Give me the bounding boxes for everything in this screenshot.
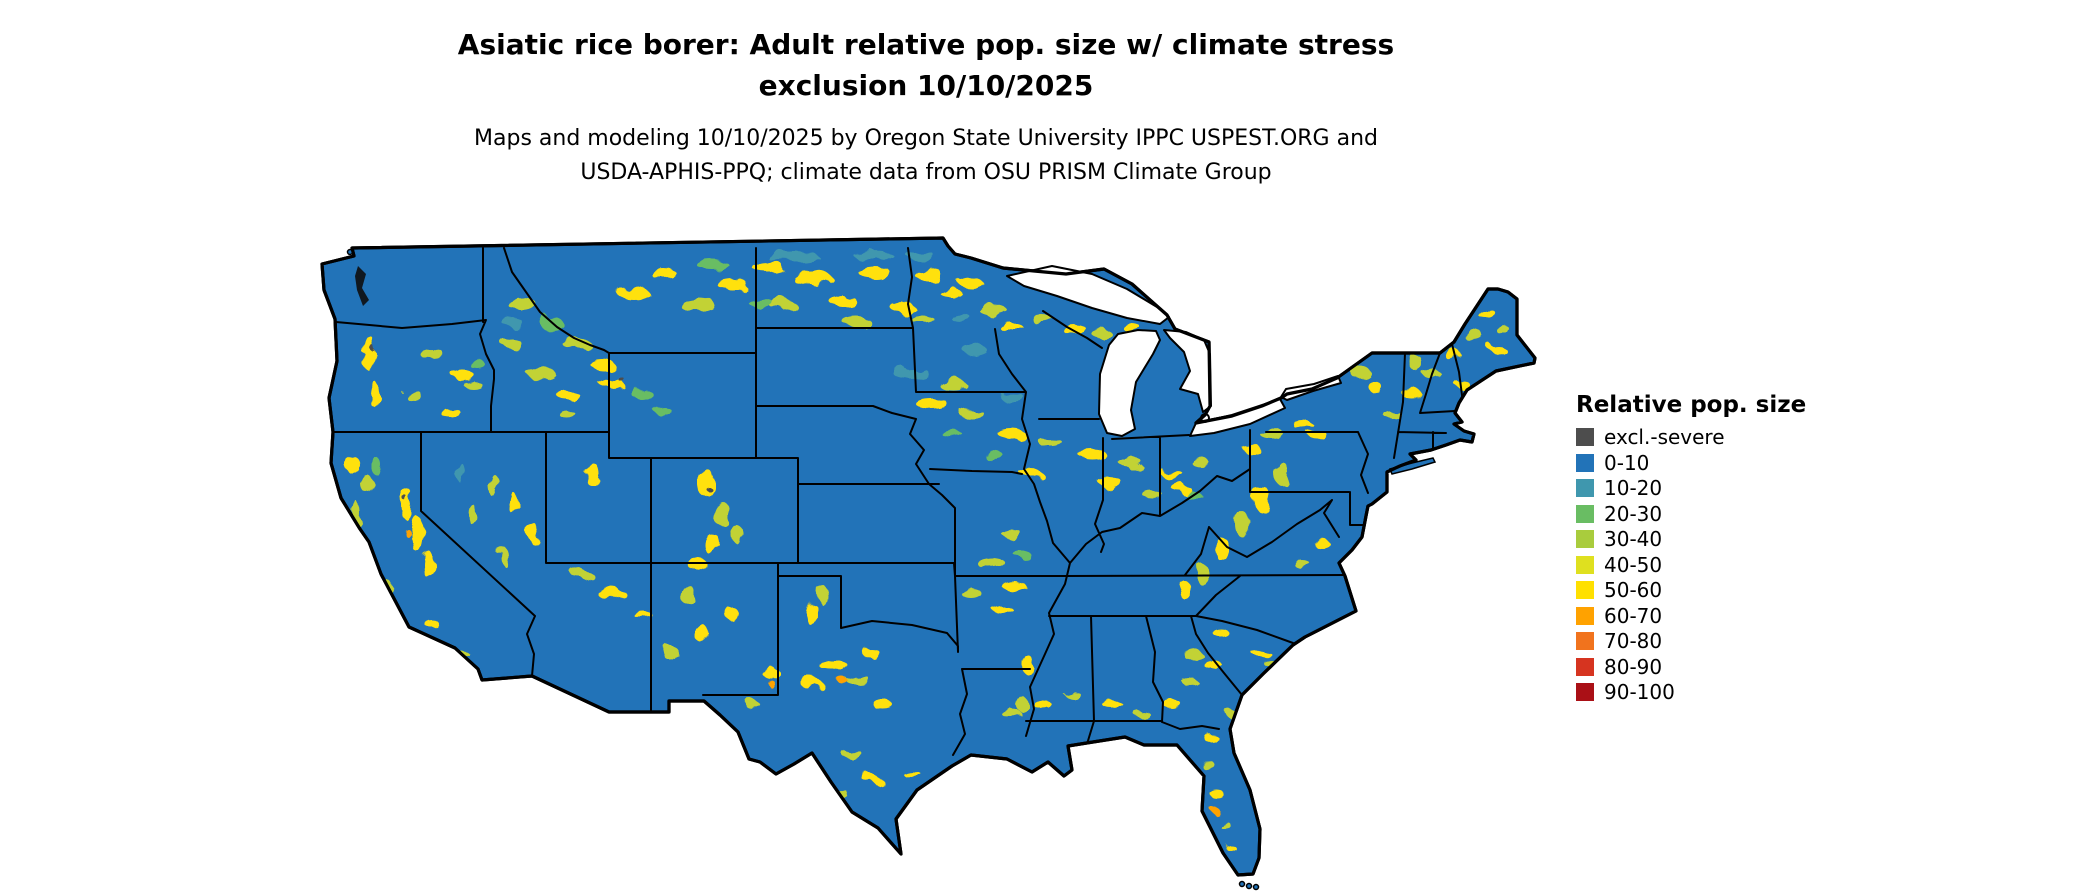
legend-item: 90-100 — [1576, 680, 1806, 704]
legend-label: 70-80 — [1604, 629, 1663, 653]
state-borders — [332, 247, 1464, 756]
legend-swatch — [1576, 555, 1594, 574]
page-title: Asiatic rice borer: Adult relative pop. … — [0, 24, 1852, 106]
population-speckle-layer — [345, 250, 1509, 852]
legend-item: 0-10 — [1576, 450, 1806, 475]
legend-item: excl.-severe — [1576, 425, 1806, 449]
legend-swatch — [1576, 530, 1594, 548]
legend-label: excl.-severe — [1604, 425, 1725, 449]
legend-label: 30-40 — [1604, 527, 1663, 551]
legend-swatch — [1576, 632, 1594, 650]
legend-swatch — [1576, 581, 1594, 599]
pop-40-60-speckles — [345, 258, 1505, 852]
legend-title: Relative pop. size — [1576, 392, 1807, 418]
legend-label: 90-100 — [1604, 680, 1675, 704]
legend-label: 60-70 — [1604, 603, 1663, 628]
legend-label: 10-20 — [1604, 476, 1663, 500]
pop-60-70-speckles — [404, 528, 1221, 815]
legend-item: 70-80 — [1576, 629, 1806, 653]
page-subtitle-line2: USDA-APHIS-PPQ; climate data from OSU PR… — [580, 160, 1272, 185]
lake-michigan — [1098, 329, 1161, 437]
legend-swatch — [1576, 479, 1594, 497]
legend-swatch — [1576, 683, 1594, 701]
legend-swatch — [1576, 606, 1594, 625]
us-map-svg — [320, 236, 1537, 891]
legend-items: excl.-severe 0-10 10-20 20-30 30-40 40-50 50-6… — [1576, 425, 1806, 704]
legend-swatch — [1576, 453, 1594, 472]
legend-label: 0-10 — [1604, 450, 1650, 475]
page-title-line2: exclusion 10/10/2025 — [758, 69, 1094, 102]
page-subtitle: Maps and modeling 10/10/2025 by Oregon S… — [0, 122, 1852, 190]
legend-item: 30-40 — [1576, 527, 1806, 551]
us-map — [312, 232, 1542, 892]
legend: Relative pop. size excl.-severe 0-10 10-20… — [1576, 392, 1806, 709]
pop-10-20-speckles — [458, 250, 1024, 484]
title-block: Asiatic rice borer: Adult relative pop. … — [0, 24, 1852, 106]
page-title-line1: Asiatic rice borer: Adult relative pop. … — [457, 28, 1395, 61]
legend-item: 50-60 — [1576, 578, 1806, 602]
legend-label: 50-60 — [1604, 578, 1663, 602]
legend-item: 80-90 — [1576, 654, 1806, 679]
legend-swatch — [1576, 428, 1594, 446]
florida-keys — [1252, 883, 1260, 891]
legend-swatch — [1576, 504, 1594, 523]
florida-keys — [1238, 880, 1246, 888]
page-subtitle-line1: Maps and modeling 10/10/2025 by Oregon S… — [474, 126, 1378, 151]
coastal-islands — [346, 248, 1437, 891]
legend-label: 40-50 — [1604, 552, 1663, 577]
florida-keys — [1245, 882, 1253, 890]
legend-item: 40-50 — [1576, 552, 1806, 577]
puget-sound — [355, 266, 369, 306]
legend-item: 60-70 — [1576, 603, 1806, 628]
legend-item: 20-30 — [1576, 501, 1806, 526]
legend-label: 20-30 — [1604, 501, 1663, 526]
legend-swatch — [1576, 657, 1594, 676]
excl-severe-speckles — [371, 348, 713, 502]
legend-label: 80-90 — [1604, 654, 1663, 679]
legend-item: 10-20 — [1576, 476, 1806, 500]
